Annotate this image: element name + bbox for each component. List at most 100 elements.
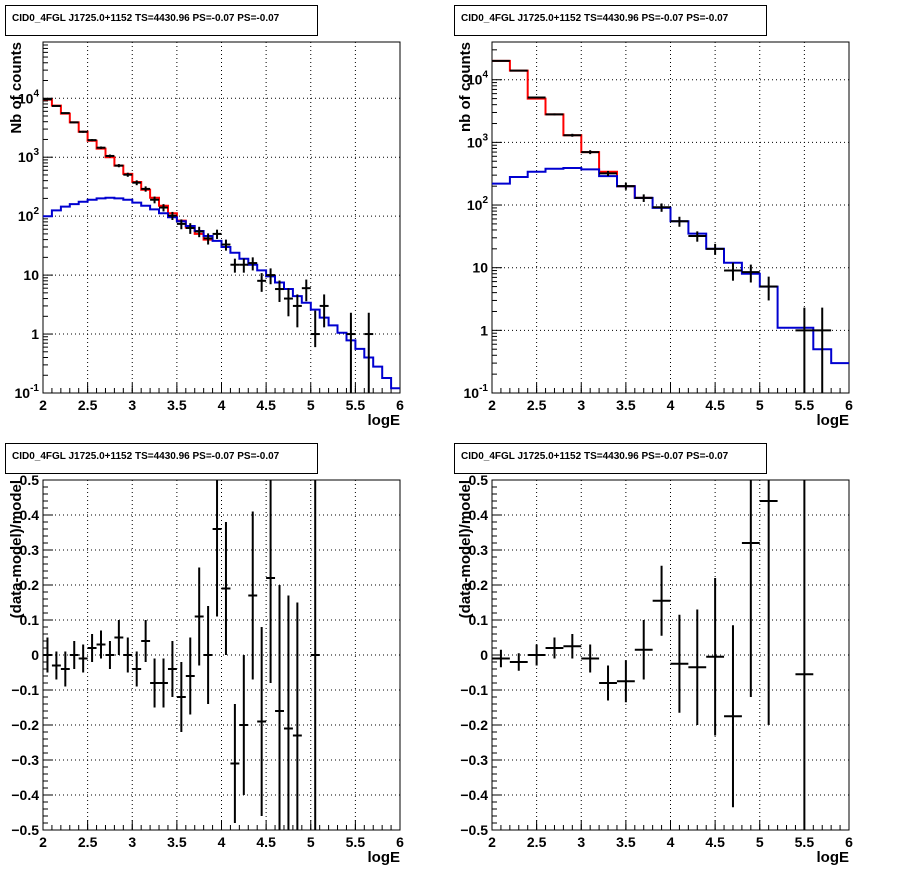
- x-tick-label: 2: [39, 834, 47, 850]
- data-point: [141, 186, 151, 192]
- data-point: [266, 480, 276, 683]
- x-tick-label: 2.5: [78, 397, 98, 413]
- chart-title-box: [454, 5, 767, 36]
- chart-title-box: [5, 5, 318, 36]
- data-point: [248, 257, 258, 271]
- data-point: [132, 180, 142, 186]
- x-tick-label: 6: [396, 834, 404, 850]
- chart-title: CID0_4FGL J1725.0+1152 TS=4430.96 PS=-0.…: [12, 451, 280, 462]
- data-point: [167, 641, 177, 697]
- y-tick-label: −0.4: [11, 787, 39, 803]
- y-tick-label: 103: [467, 132, 489, 150]
- x-axis-title: logE: [368, 849, 401, 866]
- x-tick-label: 5: [307, 397, 315, 413]
- data-point: [150, 658, 160, 708]
- data-point: [724, 262, 742, 281]
- data-point: [795, 480, 814, 830]
- data-point: [230, 704, 240, 823]
- x-tick-label: 4.5: [705, 834, 725, 850]
- x-tick-label: 4: [667, 397, 675, 413]
- data-point: [69, 641, 79, 669]
- x-tick-label: 3.5: [616, 397, 636, 413]
- y-tick-label: 0.2: [20, 577, 40, 593]
- chart-panel-2: CID0_4FGL J1725.0+1152 TS=4430.96 PS=-0.…: [454, 5, 853, 429]
- data-point: [212, 480, 222, 617]
- data-point: [123, 172, 133, 177]
- y-tick-label: 0: [31, 647, 39, 663]
- y-tick-label: 1: [480, 322, 488, 338]
- y-tick-label: 0.4: [469, 507, 489, 523]
- y-tick-label: 0.4: [20, 507, 40, 523]
- data-point: [51, 651, 61, 680]
- data-point: [239, 655, 249, 795]
- data-point: [248, 511, 258, 680]
- data-point: [759, 480, 778, 725]
- data-point: [176, 662, 186, 732]
- data-point: [185, 223, 195, 234]
- data-point: [563, 133, 582, 137]
- y-axis-title: (data-model)/model: [8, 480, 25, 618]
- data-point: [813, 307, 832, 393]
- y-tick-label: −0.1: [11, 682, 39, 698]
- data-point: [78, 130, 88, 133]
- y-tick-label: −0.5: [11, 822, 39, 838]
- x-tick-label: 6: [845, 397, 853, 413]
- chart-title-box: [5, 443, 318, 474]
- data-point: [724, 625, 742, 808]
- x-tick-label: 5: [756, 834, 764, 850]
- data-point: [230, 258, 240, 273]
- data-point: [159, 658, 168, 708]
- data-point: [275, 585, 284, 830]
- y-tick-label: 10: [472, 260, 488, 276]
- chart-title: CID0_4FGL J1725.0+1152 TS=4430.96 PS=-0.…: [12, 13, 280, 24]
- y-tick-label: 10-1: [15, 383, 40, 401]
- data-point: [43, 98, 52, 101]
- data-point: [69, 121, 79, 124]
- data-point: [509, 653, 528, 671]
- data-point: [292, 294, 302, 328]
- data-point: [159, 204, 168, 212]
- data-point: [759, 276, 778, 301]
- x-tick-label: 5.5: [346, 397, 366, 413]
- data-point: [150, 196, 160, 204]
- x-tick-label: 2.5: [527, 834, 547, 850]
- x-tick-label: 2: [39, 397, 47, 413]
- data-point: [319, 294, 329, 328]
- y-tick-label: 10-1: [464, 383, 489, 401]
- x-tick-label: 2: [488, 834, 496, 850]
- x-tick-label: 6: [396, 397, 404, 413]
- x-tick-label: 5.5: [795, 397, 815, 413]
- y-tick-label: 104: [467, 70, 489, 88]
- y-tick-label: 0.1: [469, 612, 489, 628]
- data-point: [87, 634, 97, 662]
- x-axis-title: logE: [817, 412, 850, 429]
- x-tick-label: 5: [307, 834, 315, 850]
- x-tick-label: 3: [577, 834, 585, 850]
- histogram-series-1: [43, 98, 213, 241]
- data-point: [43, 637, 52, 673]
- data-point: [257, 273, 267, 292]
- data-point: [599, 665, 617, 701]
- chart-panel-1: CID0_4FGL J1725.0+1152 TS=4430.96 PS=-0.…: [5, 5, 404, 429]
- x-tick-label: 5.5: [346, 834, 366, 850]
- data-point: [616, 182, 635, 190]
- y-axis-title: Nb of counts: [8, 42, 25, 134]
- y-tick-label: 0.3: [20, 542, 40, 558]
- x-tick-label: 3.5: [167, 834, 187, 850]
- x-tick-label: 2.5: [78, 834, 98, 850]
- data-point: [123, 637, 133, 673]
- data-point: [741, 480, 760, 697]
- x-tick-label: 3: [577, 397, 585, 413]
- data-point: [185, 637, 195, 715]
- y-tick-label: −0.2: [11, 717, 39, 733]
- data-point: [221, 239, 231, 251]
- y-axis-title: nb of counts: [457, 42, 474, 132]
- data-point: [239, 258, 249, 273]
- data-point: [527, 96, 546, 99]
- data-point: [616, 660, 635, 703]
- data-point: [60, 651, 70, 687]
- x-tick-label: 4: [218, 834, 226, 850]
- chart-title: CID0_4FGL J1725.0+1152 TS=4430.96 PS=-0.…: [461, 451, 729, 462]
- data-point: [509, 69, 528, 72]
- chart-panel-3: CID0_4FGL J1725.0+1152 TS=4430.96 PS=-0.…: [5, 443, 404, 866]
